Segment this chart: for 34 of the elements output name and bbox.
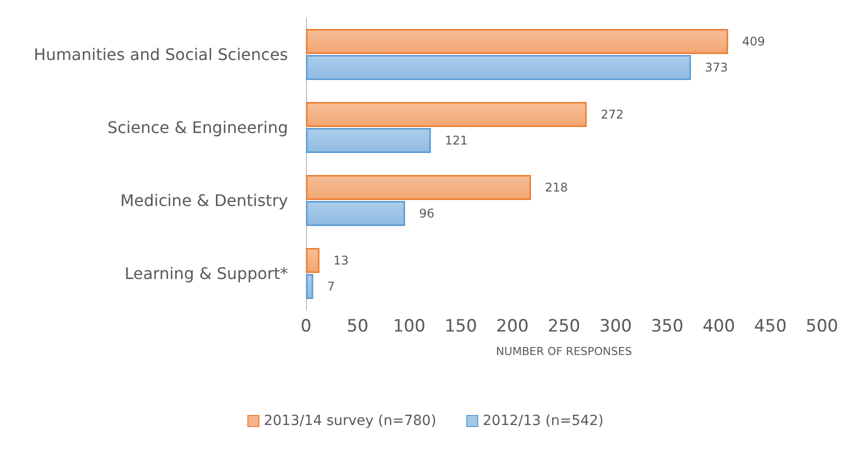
bar (306, 248, 320, 273)
x-tick-label: 150 (444, 316, 478, 336)
x-tick-label: 0 (300, 316, 312, 336)
bar (306, 55, 691, 80)
bar (306, 201, 406, 226)
y-tick-label: Humanities and Social Sciences (34, 45, 288, 64)
bar (306, 128, 431, 153)
x-tick-label: 350 (650, 316, 684, 336)
bar (306, 102, 587, 127)
data-label: 121 (444, 134, 468, 148)
bar (306, 29, 728, 54)
y-tick-label: Medicine & Dentistry (120, 191, 288, 210)
x-tick-label: 100 (392, 316, 426, 336)
x-tick-label: 300 (599, 316, 632, 336)
data-label: 272 (600, 108, 624, 122)
legend-label: 2013/14 survey (n=780) (264, 413, 436, 429)
x-tick-label: 250 (548, 316, 580, 336)
x-tick-label: 50 (346, 316, 368, 336)
x-tick-label: 500 (806, 316, 838, 336)
y-tick-label: Science & Engineering (107, 118, 288, 137)
data-label: 373 (704, 60, 728, 74)
data-label: 13 (333, 254, 349, 268)
x-tick-label: 450 (754, 316, 787, 336)
x-tick-label: 200 (496, 316, 529, 336)
data-label: 218 (544, 180, 568, 194)
y-tick-label: Learning & Support* (124, 264, 288, 283)
bar (306, 175, 531, 200)
bar (306, 274, 314, 299)
x-axis-title: NUMBER OF RESPONSES (496, 345, 632, 358)
data-label: 7 (327, 280, 335, 294)
legend-label: 2012/13 (n=542) (482, 413, 604, 429)
data-label: 96 (419, 206, 434, 220)
x-tick-label: 400 (702, 316, 736, 336)
data-label: 409 (742, 34, 765, 48)
